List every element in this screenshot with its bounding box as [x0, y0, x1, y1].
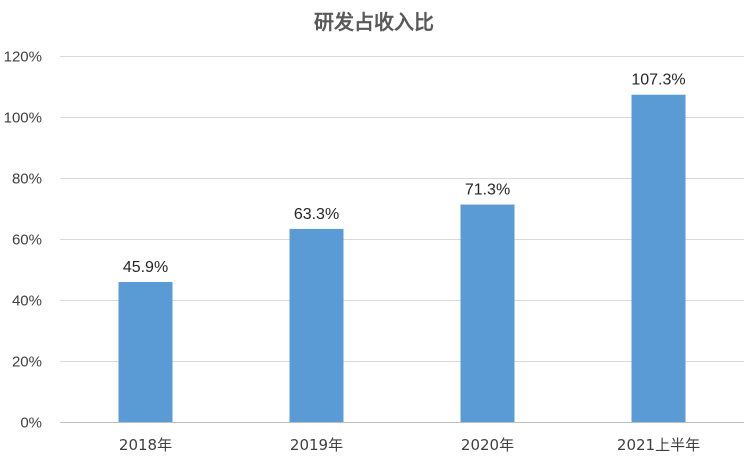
x-tick-label: 2020年 — [461, 436, 514, 454]
y-tick-label: 0% — [20, 415, 42, 432]
y-tick-label: 80% — [12, 171, 42, 188]
chart-title: 研发占收入比 — [314, 10, 434, 34]
y-axis-tick-labels: 0% 20% 40% 60% 80% 100% 120% — [4, 49, 42, 432]
data-label: 63.3% — [294, 206, 339, 223]
y-tick-label: 60% — [12, 232, 42, 249]
x-axis-tick-labels: 2018年 2019年 2020年 2021上半年 — [119, 436, 700, 454]
y-tick-label: 100% — [4, 110, 42, 127]
y-tick-label: 120% — [4, 49, 42, 66]
bars — [118, 94, 686, 423]
x-tick-label: 2021上半年 — [617, 436, 700, 454]
bar — [631, 94, 686, 423]
x-tick-label: 2018年 — [119, 436, 172, 454]
data-label: 107.3% — [631, 72, 685, 89]
data-label: 45.9% — [123, 259, 168, 276]
data-labels: 45.9% 63.3% 71.3% 107.3% — [123, 72, 686, 276]
gridlines — [60, 56, 744, 423]
data-label: 71.3% — [465, 182, 510, 199]
y-tick-label: 20% — [12, 354, 42, 371]
bar — [118, 282, 173, 422]
bar — [289, 228, 344, 422]
x-tick-label: 2019年 — [290, 436, 343, 454]
y-tick-label: 40% — [12, 293, 42, 310]
bar — [460, 204, 515, 422]
